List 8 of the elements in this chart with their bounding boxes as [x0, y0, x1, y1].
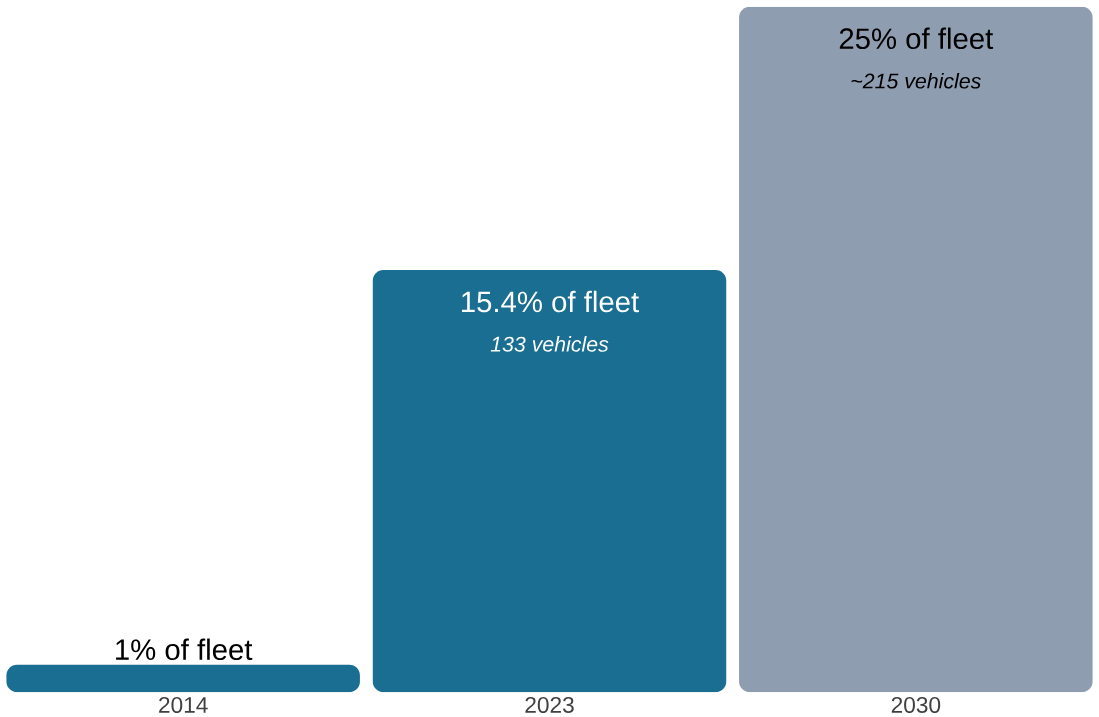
x-tick-label: 2030 — [891, 696, 941, 713]
annotation: ~215 vehicles — [851, 72, 981, 89]
x-tick-label: 2023 — [525, 696, 574, 713]
data-label: 15.4% of fleet — [462, 290, 639, 313]
data-label: 25% of fleet — [839, 27, 994, 49]
data-label: 1% of fleet — [116, 638, 253, 660]
x-tick-label: 2014 — [159, 696, 208, 713]
annotation: 133 vehicles — [490, 335, 609, 352]
